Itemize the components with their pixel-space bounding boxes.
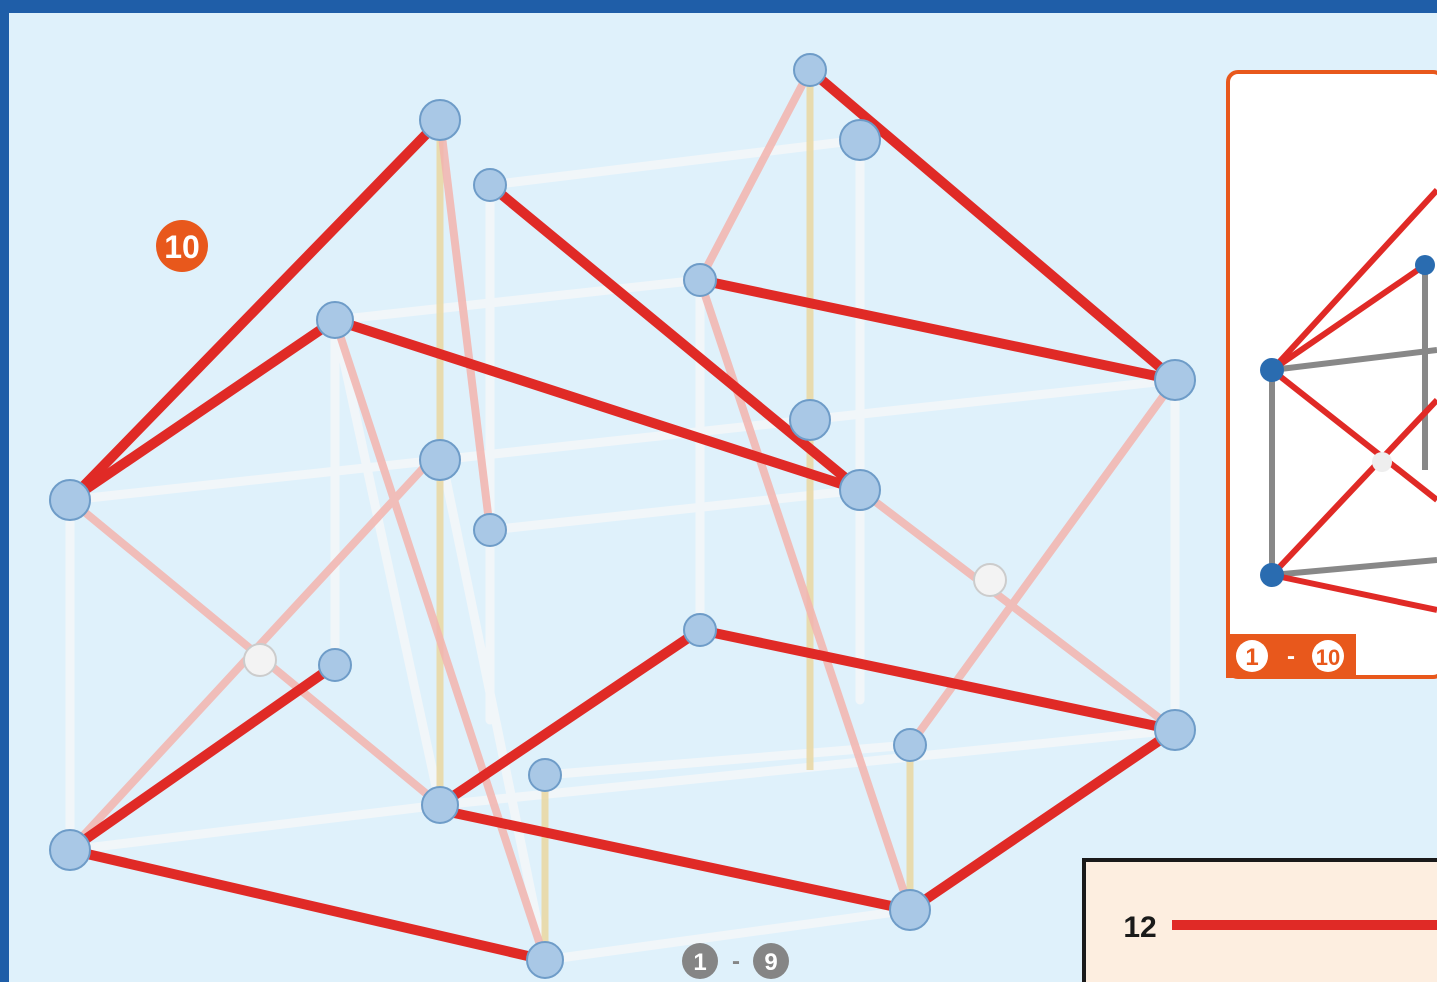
- range-separator: -: [1287, 643, 1295, 670]
- step-number: 10: [164, 229, 200, 265]
- range-start: 1: [1245, 644, 1258, 671]
- range-end: 10: [1316, 645, 1340, 670]
- range-start: 1: [693, 949, 706, 976]
- illustration: 10 1 - 10 1 - 9 12: [0, 0, 1437, 982]
- manual-page: 10 1 - 10 1 - 9 12: [0, 0, 1437, 982]
- part-count: 12: [1123, 911, 1156, 944]
- range-end: 9: [764, 949, 777, 976]
- range-separator: -: [732, 948, 740, 975]
